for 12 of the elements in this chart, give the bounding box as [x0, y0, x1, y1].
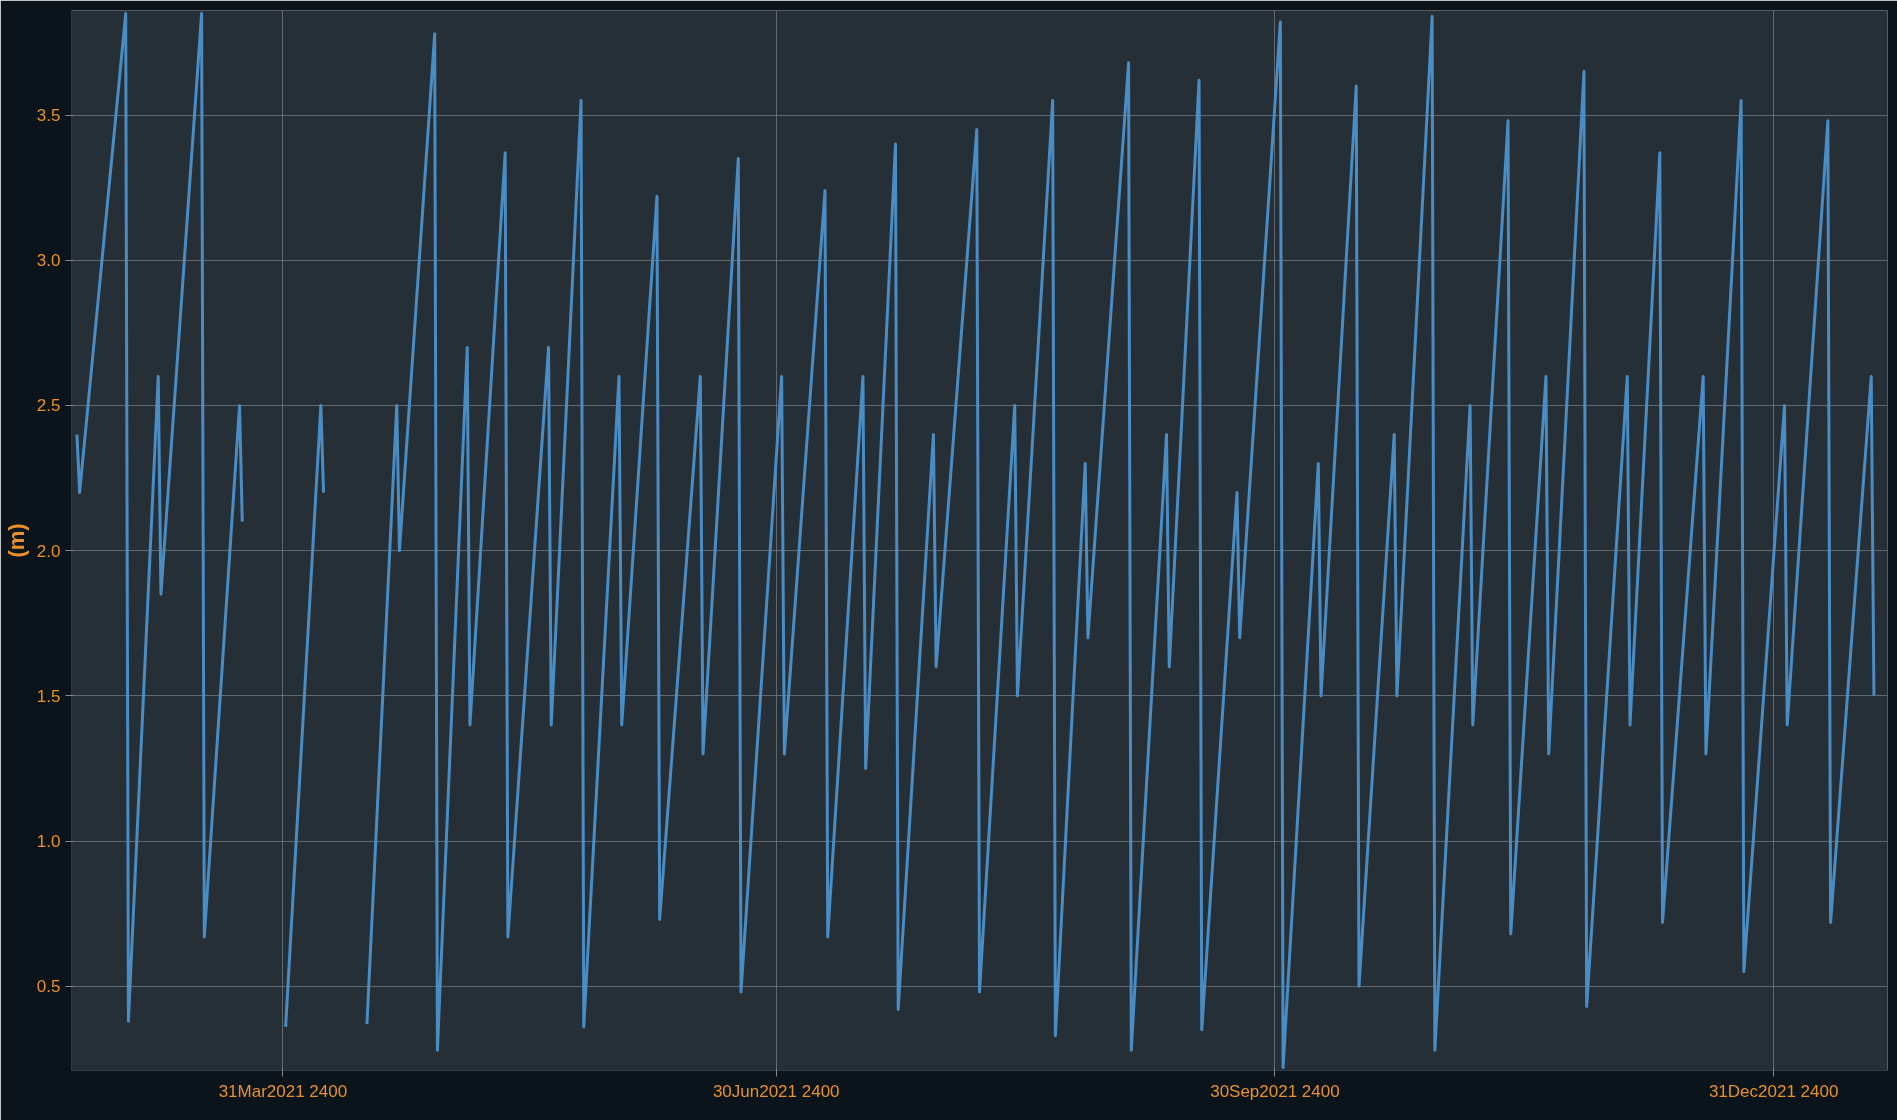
x-tick-label: 31Mar2021 2400: [218, 1081, 348, 1101]
x-tick-label: 30Jun2021 2400: [712, 1081, 840, 1101]
y-tick-label: 1.5: [36, 686, 61, 706]
y-tick-label: 0.5: [36, 977, 61, 997]
x-tick-label: 30Sep2021 2400: [1210, 1081, 1340, 1101]
y-tick-label: 3.5: [36, 106, 61, 126]
y-tick-label: 2.5: [36, 396, 61, 416]
y-tick-label: 1.0: [36, 832, 61, 852]
y-tick-label: 2.0: [36, 541, 61, 561]
y-tick-label: 3.0: [36, 251, 61, 271]
y-axis-title: (m): [3, 523, 29, 558]
x-tick-label: 31Dec2021 2400: [1708, 1081, 1839, 1101]
